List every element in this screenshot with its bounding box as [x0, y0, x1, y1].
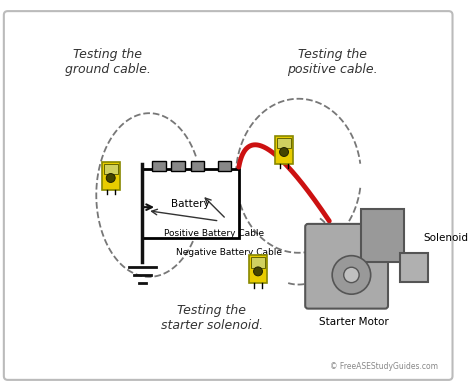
Circle shape: [280, 147, 289, 156]
Text: Positive Battery Cable: Positive Battery Cable: [164, 229, 264, 238]
Bar: [152, 161, 165, 171]
Text: Testing the
starter solenoid.: Testing the starter solenoid.: [161, 304, 263, 332]
Circle shape: [332, 256, 371, 294]
Text: Negative Battery Cable: Negative Battery Cable: [176, 248, 282, 257]
Text: Testing the
positive cable.: Testing the positive cable.: [287, 48, 377, 76]
Text: Solenoid: Solenoid: [424, 233, 469, 243]
Bar: [104, 164, 118, 174]
FancyBboxPatch shape: [4, 11, 453, 380]
Bar: [172, 161, 185, 171]
Bar: [218, 161, 231, 171]
Text: © FreeASEStudyGuides.com: © FreeASEStudyGuides.com: [330, 362, 438, 371]
Bar: [191, 161, 204, 171]
FancyBboxPatch shape: [305, 224, 388, 308]
Text: Testing the
ground cable.: Testing the ground cable.: [65, 48, 151, 76]
Text: Battery: Battery: [171, 199, 210, 209]
Bar: [249, 255, 267, 283]
Bar: [361, 210, 404, 262]
Circle shape: [254, 267, 263, 276]
Bar: [143, 169, 239, 239]
Text: Starter Motor: Starter Motor: [319, 317, 389, 327]
Bar: [102, 162, 120, 190]
Circle shape: [106, 174, 115, 183]
Circle shape: [344, 267, 359, 283]
Bar: [277, 138, 291, 148]
Bar: [251, 257, 265, 268]
Bar: [275, 136, 293, 164]
Bar: [400, 253, 428, 282]
